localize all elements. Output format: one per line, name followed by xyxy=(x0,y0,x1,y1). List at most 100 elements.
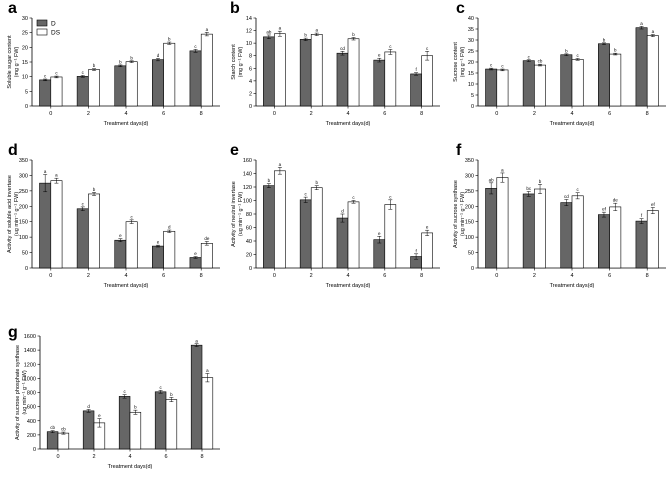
bar-d xyxy=(114,239,127,269)
significance-letter: b xyxy=(93,63,96,68)
y-tick-label: 1400 xyxy=(24,348,36,354)
y-tick-label: 30 xyxy=(22,16,28,22)
x-tick-label: 6 xyxy=(164,454,167,460)
x-tick-label: 0 xyxy=(495,111,498,117)
bar-d xyxy=(373,239,386,269)
x-axis-label: Treatment days(d) xyxy=(104,283,149,289)
significance-letter: b xyxy=(304,33,307,38)
significance-letter: e xyxy=(378,53,381,58)
y-tick-label: 120 xyxy=(243,185,252,191)
y-tick-label: 350 xyxy=(465,158,474,164)
bar-ds xyxy=(384,51,397,107)
y-tick-label: 60 xyxy=(246,226,252,232)
x-tick-label: 8 xyxy=(200,454,203,460)
bar-ds xyxy=(125,61,138,107)
x-tick-label: 4 xyxy=(346,273,349,279)
significance-letter: a xyxy=(640,21,643,26)
y-tick-label: 150 xyxy=(19,220,28,226)
bar-ds xyxy=(163,42,176,107)
significance-letter: de xyxy=(204,236,210,241)
significance-letter: b xyxy=(119,59,122,64)
x-tick-label: 0 xyxy=(56,454,59,460)
y-tick-label: 140 xyxy=(243,172,252,178)
y-tick-label: 1600 xyxy=(24,334,36,340)
significance-letter: f xyxy=(415,248,417,253)
y-tick-label: 0 xyxy=(249,104,252,110)
significance-letter: c xyxy=(426,46,429,51)
bar-ds xyxy=(609,206,622,269)
bar-d xyxy=(598,214,610,269)
y-axis-unit-label: (ug min⁻¹ g⁻¹ FW) xyxy=(14,192,20,236)
bar-d xyxy=(373,59,386,107)
significance-letter: e xyxy=(119,233,122,238)
significance-letter: d xyxy=(341,209,344,214)
bar-d xyxy=(336,217,349,269)
bar-ds xyxy=(609,53,622,107)
bar-d xyxy=(635,220,648,269)
x-tick-label: 6 xyxy=(162,111,165,117)
y-tick-label: 2 xyxy=(249,91,252,97)
bar-ds xyxy=(88,193,100,269)
y-tick-label: 600 xyxy=(27,405,36,411)
x-tick-label: 0 xyxy=(495,273,498,279)
significance-letter: de xyxy=(613,198,619,203)
bar-ds xyxy=(200,243,213,269)
y-tick-label: 100 xyxy=(19,235,28,241)
significance-letter: c xyxy=(123,389,126,394)
y-tick-label: 5 xyxy=(25,89,28,95)
x-axis-label: Treatment days(d) xyxy=(104,121,149,127)
bar-d xyxy=(485,188,498,269)
y-tick-label: 10 xyxy=(246,41,252,47)
bar-ds xyxy=(310,34,323,107)
bar-d xyxy=(39,79,52,107)
significance-letter: e xyxy=(426,225,429,230)
panel-label-b: b xyxy=(230,0,240,17)
y-axis-unit-label: (ug min⁻¹ g⁻¹ FW) xyxy=(460,192,466,236)
panel-label-f: f xyxy=(456,142,462,159)
y-axis-unit-label: (mg g⁻¹ FW) xyxy=(460,46,466,77)
x-tick-label: 8 xyxy=(200,111,203,117)
bar-ds xyxy=(163,230,176,269)
significance-letter: e xyxy=(194,251,197,256)
y-axis-unit-label: (ug min⁻¹ g⁻¹ FW) xyxy=(22,370,28,414)
x-tick-label: 8 xyxy=(420,273,423,279)
significance-letter: a xyxy=(652,29,655,34)
significance-letter: b xyxy=(352,32,355,37)
bar-ds xyxy=(534,188,546,269)
x-tick-label: 0 xyxy=(49,111,52,117)
bar-d xyxy=(152,245,164,269)
significance-letter: d xyxy=(157,53,160,58)
significance-letter: a xyxy=(44,169,47,174)
significance-letter: b xyxy=(170,392,173,397)
x-tick-label: 6 xyxy=(383,273,386,279)
bar-ds xyxy=(125,221,138,269)
y-tick-label: 0 xyxy=(471,104,474,110)
chart-a: 0 5 10 15 20 25 30 0 c c 2 c b 4 b b 6 d b 8 c a Treatment day… xyxy=(7,16,220,127)
x-tick-label: 4 xyxy=(124,111,127,117)
chart-b: 0 2 4 6 8 10 12 14 0 ab a 2 b a 4 cd b 6 e c 8 f c Treatment da… xyxy=(231,16,440,127)
bar-ds xyxy=(50,76,63,107)
chart-f: 0 50 100 150 200 250 300 350 0 ab a 2 bc b 4 cd c 6 ef de 8 f… xyxy=(453,158,666,289)
significance-letter: b xyxy=(315,180,318,185)
bar-ds xyxy=(129,411,142,450)
y-tick-label: 40 xyxy=(468,16,474,22)
bar-d xyxy=(336,52,349,107)
chart-d: 0 50 100 150 200 250 300 350 0 a a 2 c b 4 e c 6 e d 8 e de Tre… xyxy=(7,158,220,289)
significance-letter: bc xyxy=(526,186,532,191)
x-tick-label: 2 xyxy=(533,111,536,117)
x-tick-label: 2 xyxy=(87,273,90,279)
y-tick-label: 250 xyxy=(19,189,28,195)
legend-swatch-ds xyxy=(36,28,48,36)
panel-label-g: g xyxy=(8,324,18,341)
significance-letter: a xyxy=(279,162,282,167)
y-tick-label: 100 xyxy=(243,199,252,205)
y-tick-label: 300 xyxy=(465,173,474,179)
bar-d xyxy=(560,54,573,107)
significance-letter: b xyxy=(168,37,171,42)
bar-ds xyxy=(571,59,584,107)
significance-letter: cb xyxy=(538,59,543,64)
significance-letter: a xyxy=(501,167,504,172)
significance-letter: cb xyxy=(50,425,55,430)
y-tick-label: 20 xyxy=(468,60,474,66)
